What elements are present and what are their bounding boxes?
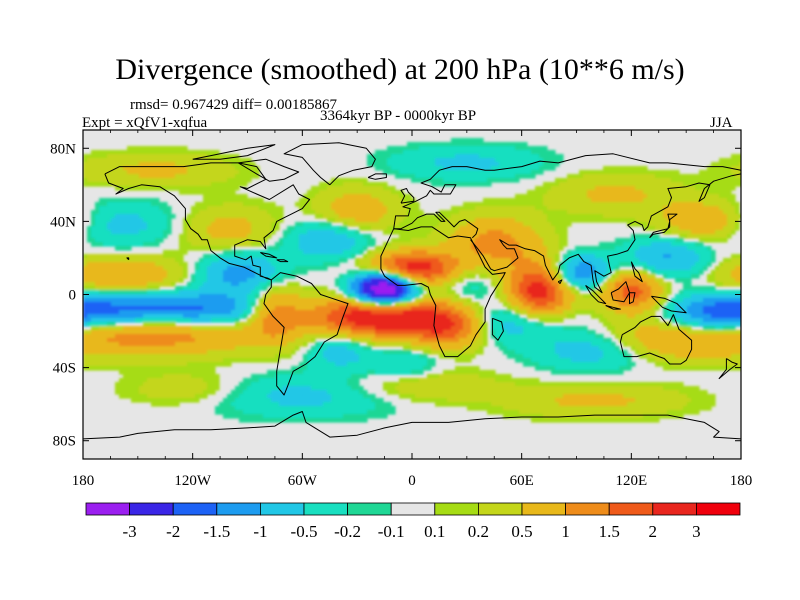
colorbar-box bbox=[434, 502, 479, 516]
colorbar-box bbox=[390, 502, 436, 516]
season-label: JJA bbox=[710, 115, 733, 131]
feature-east-pacific-negative bbox=[238, 272, 239, 273]
feature-west-pacific-negative bbox=[667, 257, 668, 258]
colorbar-label: -0.1 bbox=[378, 522, 405, 541]
colorbar-label: -3 bbox=[123, 522, 137, 541]
coastline bbox=[393, 211, 479, 239]
coastline bbox=[470, 173, 741, 294]
coastline bbox=[557, 279, 563, 284]
chart-title: Divergence (smoothed) at 200 hPa (10**6 … bbox=[115, 53, 685, 86]
colorbar-label: 1 bbox=[561, 522, 570, 541]
coastline bbox=[276, 259, 289, 263]
feature-north-atlantic-negative bbox=[329, 239, 330, 240]
colorbar-box bbox=[85, 502, 130, 516]
y-tick-label: 40N bbox=[50, 214, 76, 230]
feature-arabia-positive bbox=[494, 243, 495, 244]
feature-indian-ocean-maximum bbox=[539, 294, 540, 295]
coastline bbox=[605, 305, 621, 310]
colorbar-box bbox=[608, 502, 654, 516]
colorbar-box bbox=[303, 502, 348, 516]
colorbar-label: 3 bbox=[692, 522, 701, 541]
coastline bbox=[491, 317, 504, 341]
colorbar-label: 0.1 bbox=[424, 522, 445, 541]
colorbar-label: 0.2 bbox=[468, 522, 489, 541]
y-tick-label: 80S bbox=[53, 434, 76, 450]
colorbar-label: -0.5 bbox=[291, 522, 318, 541]
colorbar-label: 1.5 bbox=[599, 522, 620, 541]
coastline bbox=[585, 284, 607, 305]
stats-line: rmsd= 0.967429 diff= 0.00185867 bbox=[130, 97, 338, 113]
coastline bbox=[629, 292, 636, 305]
feature-maritime-continent-maximum bbox=[631, 290, 632, 291]
x-tick-label: 60E bbox=[510, 473, 534, 489]
coastline bbox=[283, 142, 376, 186]
colorbar-box bbox=[477, 502, 523, 516]
colorbar-box bbox=[347, 502, 392, 516]
colorbar-label: -0.2 bbox=[334, 522, 361, 541]
x-tick-label: 60W bbox=[288, 473, 318, 489]
y-tick-label: 40S bbox=[53, 361, 76, 377]
colorbar-label: -1 bbox=[253, 522, 267, 541]
colorbar-box bbox=[521, 502, 566, 516]
colorbar-box bbox=[259, 502, 305, 516]
x-tick-label: 180 bbox=[730, 473, 753, 489]
feature-bay-of-bengal-negative bbox=[580, 272, 581, 273]
feature-pacific-positive-band bbox=[156, 334, 157, 335]
divergence-field bbox=[83, 138, 741, 423]
coastline bbox=[718, 358, 738, 380]
feature-central-pacific-band-negative bbox=[137, 309, 138, 310]
colorbar-box bbox=[696, 502, 741, 516]
coastline bbox=[367, 173, 387, 180]
colorbar-label: -1.5 bbox=[203, 522, 230, 541]
colorbar-box bbox=[652, 502, 697, 516]
colorbar-box bbox=[565, 502, 610, 516]
colorbar-box bbox=[129, 502, 174, 516]
coastline bbox=[649, 213, 678, 239]
coastline bbox=[393, 153, 741, 229]
feature-east-atlantic-minimum bbox=[384, 289, 385, 290]
coastline bbox=[260, 252, 278, 259]
colorbar-box bbox=[172, 502, 218, 516]
period-label: 3364kyr BP - 0000kyr BP bbox=[320, 108, 477, 124]
coastline bbox=[104, 162, 311, 281]
coastline bbox=[619, 314, 693, 365]
coastline bbox=[400, 188, 415, 204]
coastlines bbox=[83, 142, 741, 440]
y-tick-label: 80N bbox=[50, 141, 76, 157]
colorbar: -3 -2 -1.5 -1 -0.5 -0.2 -0.1 0.1 0.2 0.5 1 1.5 2 3 bbox=[85, 502, 741, 541]
coastline bbox=[83, 411, 741, 440]
coastline bbox=[238, 158, 300, 182]
coastline bbox=[263, 272, 349, 396]
coastline bbox=[192, 144, 276, 160]
feature-south-atlantic-maximum bbox=[393, 316, 394, 317]
colorbar-label: 0.5 bbox=[511, 522, 532, 541]
x-tick-label: 0 bbox=[408, 473, 416, 489]
coastline bbox=[380, 226, 506, 358]
x-tick-label: 120E bbox=[615, 473, 647, 489]
axis-ticks: 180 120W 60W 0 60E 120E 180 80N 40N 0 40S 80S bbox=[50, 130, 752, 489]
colorbar-label: -2 bbox=[166, 522, 180, 541]
coastline bbox=[630, 261, 643, 283]
y-tick-label: 0 bbox=[69, 288, 77, 304]
feature-southern-ocean-negative bbox=[302, 395, 303, 396]
coastline bbox=[126, 257, 130, 261]
experiment-label: Expt = xQfV1-xqfua bbox=[82, 115, 208, 131]
coastline bbox=[651, 295, 687, 314]
feature-west-africa-maximum bbox=[412, 268, 413, 269]
colorbar-label: 2 bbox=[649, 522, 658, 541]
colorbar-box bbox=[216, 502, 261, 516]
x-tick-label: 120W bbox=[174, 473, 212, 489]
x-tick-label: 180 bbox=[72, 473, 95, 489]
